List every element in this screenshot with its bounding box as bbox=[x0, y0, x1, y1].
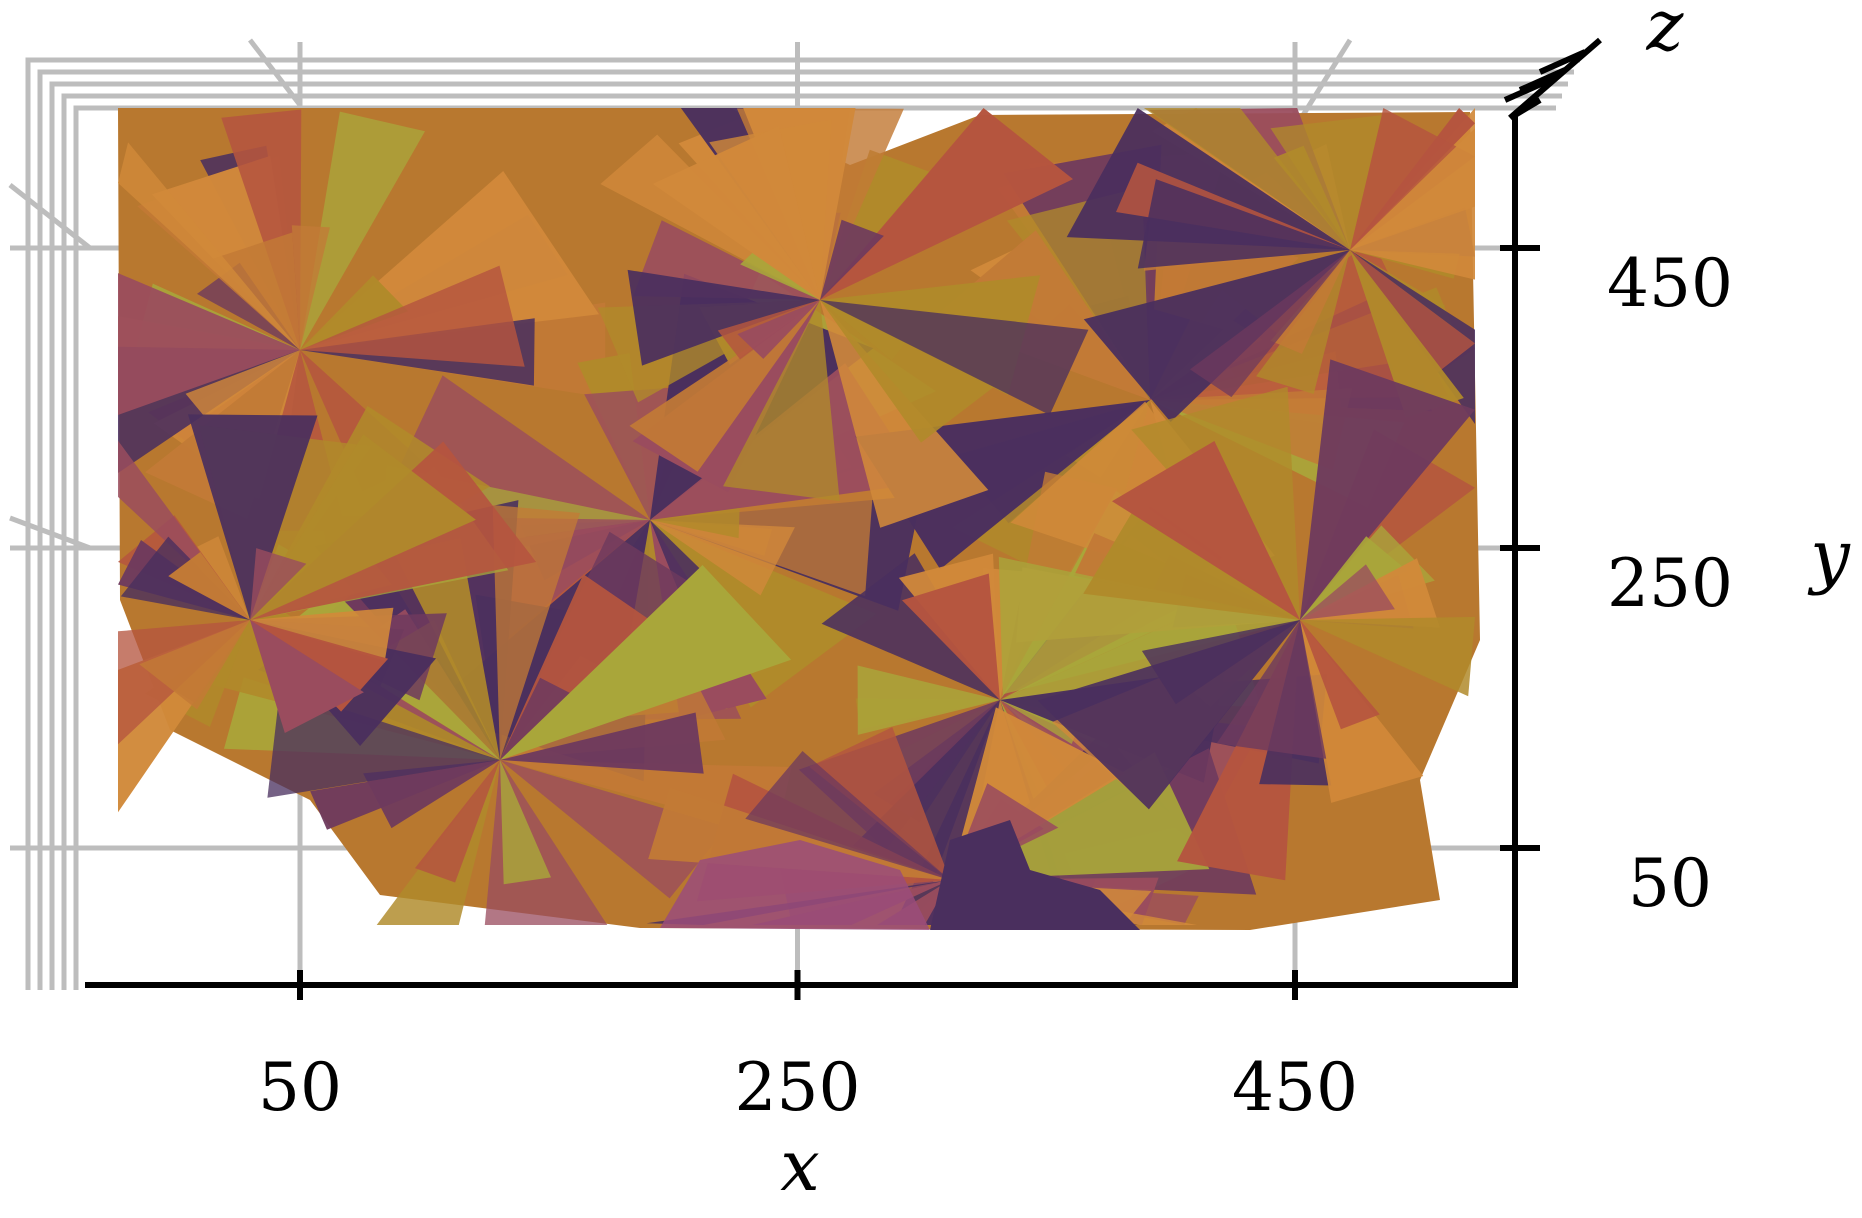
surface-patch bbox=[1190, 250, 1350, 398]
y-axis-label: y bbox=[1807, 515, 1851, 597]
surface-patch bbox=[660, 840, 930, 930]
surface-patch bbox=[118, 273, 300, 415]
surface-patch bbox=[1273, 145, 1350, 250]
x-axis-label: x bbox=[780, 1125, 819, 1207]
surface-patch bbox=[394, 538, 500, 760]
surface-patch bbox=[809, 727, 950, 880]
surface-patch bbox=[300, 275, 408, 350]
surface-patch bbox=[1270, 115, 1382, 250]
surface-patch bbox=[415, 760, 500, 883]
surface-patch bbox=[931, 230, 1150, 400]
surface-patch bbox=[310, 760, 500, 830]
surface-patch bbox=[745, 751, 950, 880]
surface-patch bbox=[1300, 564, 1395, 620]
surface-patch bbox=[300, 265, 525, 367]
surface-patch bbox=[1216, 620, 1327, 759]
surface-patch bbox=[930, 820, 1140, 930]
surface-patch bbox=[820, 219, 884, 300]
surface-patch bbox=[998, 556, 1300, 695]
z-tick bbox=[1503, 77, 1552, 103]
surface-patch bbox=[1300, 616, 1475, 697]
surface-patch bbox=[627, 269, 820, 366]
depth-gridline bbox=[9, 515, 91, 551]
surface-patch bbox=[250, 548, 307, 620]
depth-gridline bbox=[1297, 38, 1353, 122]
surface-patch bbox=[250, 607, 394, 661]
surface-patch bbox=[500, 760, 728, 899]
surface-patch bbox=[1037, 620, 1300, 810]
y-tick-label: 50 bbox=[1628, 845, 1712, 922]
surface-patch bbox=[1137, 179, 1350, 269]
surface-patch bbox=[500, 565, 792, 760]
surface-patch bbox=[1350, 250, 1475, 384]
surface-patch bbox=[250, 434, 476, 620]
y-tick-label: 450 bbox=[1607, 245, 1733, 322]
frame-line bbox=[25, 57, 1580, 990]
surface-patch bbox=[821, 553, 1000, 700]
surface-patch bbox=[267, 688, 500, 798]
surface-patch bbox=[197, 262, 300, 350]
surface-patch bbox=[492, 505, 580, 760]
surface-patch bbox=[820, 108, 1073, 300]
surface-patch bbox=[1143, 108, 1350, 250]
surface-patch bbox=[820, 300, 919, 361]
surface-patch bbox=[723, 300, 840, 502]
surface-patch bbox=[820, 300, 1089, 415]
axes bbox=[85, 37, 1602, 1000]
frame-line bbox=[37, 69, 1574, 990]
surface-patch bbox=[1116, 162, 1350, 250]
surface-patch bbox=[1083, 501, 1300, 620]
surface-patch bbox=[1112, 441, 1300, 620]
surface-patch bbox=[1350, 128, 1475, 280]
surface-patch bbox=[650, 520, 877, 708]
frame-line bbox=[61, 93, 1562, 990]
surface-patch bbox=[250, 620, 364, 733]
surface-patch bbox=[650, 505, 740, 539]
surface-patch bbox=[737, 300, 820, 359]
surface-patch bbox=[902, 573, 1000, 700]
frame-line bbox=[73, 105, 1556, 990]
depth-gridline bbox=[8, 183, 92, 250]
surface-plot bbox=[118, 108, 1480, 930]
y-tick-label: 250 bbox=[1607, 545, 1733, 622]
surface-patch bbox=[1350, 250, 1464, 418]
surface-patch bbox=[118, 142, 300, 350]
z-tick bbox=[1518, 67, 1567, 93]
surface-patch bbox=[300, 111, 425, 350]
frame-line bbox=[49, 81, 1568, 990]
surface-patch bbox=[1270, 250, 1350, 354]
surface-patch bbox=[652, 125, 820, 301]
surface-patch bbox=[500, 760, 551, 885]
surface-patch bbox=[1300, 620, 1380, 730]
z-tick bbox=[1538, 49, 1587, 75]
z-axis-label: z bbox=[1646, 0, 1685, 67]
surface-patch bbox=[500, 677, 577, 760]
surface-patch bbox=[1141, 620, 1300, 705]
x-tick-label: 50 bbox=[258, 1049, 342, 1126]
surface-patch bbox=[1083, 250, 1350, 422]
tick-labels: 50 250 450 50 250 450 bbox=[258, 245, 1733, 1126]
surface-patch bbox=[185, 350, 300, 418]
surface-patch bbox=[650, 520, 795, 596]
surface-patch bbox=[139, 620, 250, 710]
surface-patch bbox=[118, 620, 250, 745]
x-tick-label: 450 bbox=[1232, 1049, 1358, 1126]
surface-patch bbox=[1350, 108, 1475, 250]
surface-patch bbox=[857, 665, 1000, 735]
surface-patch bbox=[500, 712, 704, 774]
surface-patch bbox=[291, 225, 330, 350]
surface-patch bbox=[1300, 359, 1475, 620]
x-tick-label: 250 bbox=[735, 1049, 861, 1126]
surface-patch bbox=[188, 414, 318, 620]
depth-gridline bbox=[248, 38, 302, 107]
surface-patch bbox=[168, 552, 250, 620]
